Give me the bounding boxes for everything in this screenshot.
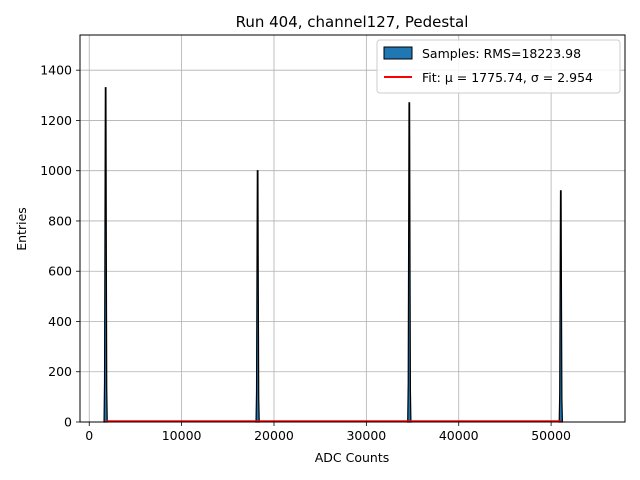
x-tick-label: 0 (85, 428, 93, 443)
y-tick-label: 800 (48, 213, 72, 228)
plot-frame (79, 34, 626, 423)
legend-box (376, 39, 621, 94)
chart-title: Run 404, channel127, Pedestal (236, 13, 469, 31)
y-tick-label: 200 (48, 364, 72, 379)
x-tick-label: 40000 (439, 428, 479, 443)
x-axis-ticks: 0 10000 20000 30000 40000 50000 (85, 422, 571, 443)
y-axis-label: Entries (14, 207, 29, 251)
y-tick-label: 1400 (40, 63, 72, 78)
y-axis-ticks: 0 200 400 600 800 1000 1200 1400 (40, 63, 80, 430)
histogram-peak-1 (103, 87, 108, 423)
y-tick-label: 0 (64, 415, 72, 430)
histogram-peak-3 (407, 102, 412, 423)
x-tick-label: 10000 (162, 428, 202, 443)
legend-swatch-samples (383, 46, 413, 60)
y-tick-label: 1200 (40, 113, 72, 128)
x-axis-label: ADC Counts (315, 450, 390, 465)
histogram-peak-4 (558, 190, 564, 423)
grid (80, 35, 625, 423)
y-tick-label: 1000 (40, 163, 72, 178)
y-tick-label: 600 (48, 264, 72, 279)
legend-label-fit: Fit: μ = 1775.74, σ = 2.954 (422, 70, 593, 85)
histogram-bars (103, 87, 564, 423)
histogram-peak-2 (255, 170, 260, 423)
x-tick-label: 30000 (346, 428, 386, 443)
x-tick-label: 50000 (531, 428, 571, 443)
legend-label-samples: Samples: RMS=18223.98 (422, 46, 581, 61)
legend: Samples: RMS=18223.98 Fit: μ = 1775.74, … (376, 39, 621, 94)
x-tick-label: 20000 (254, 428, 294, 443)
y-tick-label: 400 (48, 314, 72, 329)
